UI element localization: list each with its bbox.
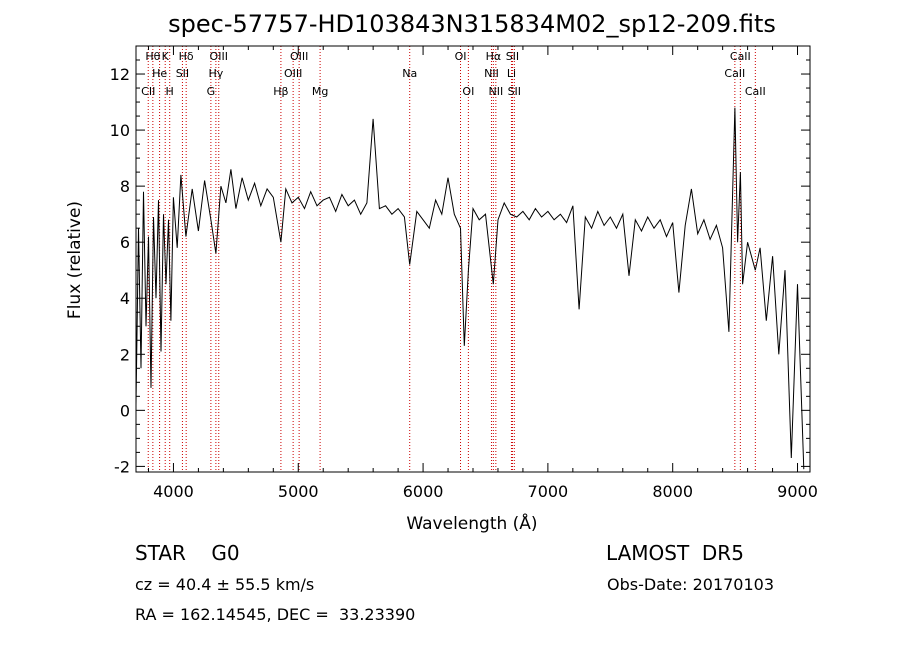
line-label: H: [166, 85, 174, 98]
spectral-line-labels: CIIHθHeKHSIIHδGHγOIIIHβOIIIOIIIMgNaOIOIN…: [141, 50, 766, 98]
y-tick-label: 4: [120, 289, 130, 308]
line-label: CaII: [730, 50, 751, 63]
line-label: Hβ: [273, 85, 288, 98]
line-label: OIII: [284, 67, 302, 80]
line-label: Hδ: [179, 50, 194, 63]
plot-frame: [135, 45, 811, 473]
line-label: Mg: [312, 85, 328, 98]
line-label: SII: [176, 67, 189, 80]
survey-name: LAMOST DR5: [606, 541, 744, 565]
line-label: NII: [484, 67, 499, 80]
obs-date: Obs-Date: 20170103: [607, 575, 774, 594]
y-tick-label: 12: [110, 65, 130, 84]
redshift-text: cz = 40.4 ± 55.5 km/s: [135, 575, 314, 594]
x-axis-ticks: 4000 5000 6000 7000 8000 9000: [147, 46, 818, 501]
y-tick-label: 6: [120, 233, 130, 252]
line-label: Li: [507, 67, 516, 80]
line-label: CaII: [745, 85, 766, 98]
line-label: Hα: [486, 50, 502, 63]
line-label: Hθ: [145, 50, 160, 63]
line-label: OI: [455, 50, 467, 63]
x-tick-label: 8000: [652, 482, 693, 501]
line-label: Na: [402, 67, 417, 80]
line-label: SII: [506, 50, 519, 63]
line-label: CaII: [724, 67, 745, 80]
spectral-line-markers: [147, 46, 756, 472]
x-tick-label: 6000: [403, 482, 444, 501]
line-label: OIII: [210, 50, 228, 63]
object-class: STAR G0: [135, 541, 240, 565]
line-label: CII: [141, 85, 155, 98]
y-tick-label: 8: [120, 177, 130, 196]
y-tick-label: 2: [120, 345, 130, 364]
coordinates: RA = 162.14545, DEC = 33.23390: [135, 605, 415, 624]
y-tick-label: 0: [120, 401, 130, 420]
y-axis-label: Flux (relative): [65, 201, 85, 319]
line-label: SII: [508, 85, 521, 98]
line-label: OIII: [290, 50, 308, 63]
line-label: NII: [488, 85, 503, 98]
spectrum-line: [135, 107, 805, 470]
line-label: Hγ: [208, 67, 223, 80]
x-tick-label: 9000: [777, 482, 818, 501]
line-label: He: [152, 67, 167, 80]
line-label: OI: [462, 85, 474, 98]
x-tick-label: 5000: [278, 482, 319, 501]
line-label: K: [162, 50, 170, 63]
y-tick-label: -2: [114, 457, 130, 476]
line-label: G: [207, 85, 216, 98]
y-tick-label: 10: [110, 121, 130, 140]
x-tick-label: 7000: [528, 482, 569, 501]
x-axis-label: Wavelength (Å): [406, 512, 537, 534]
chart-title: spec-57757-HD103843N315834M02_sp12-209.f…: [168, 10, 776, 38]
y-axis-ticks: -2 0 2 4 6 8 10 12: [110, 59, 810, 476]
x-tick-label: 4000: [153, 482, 194, 501]
